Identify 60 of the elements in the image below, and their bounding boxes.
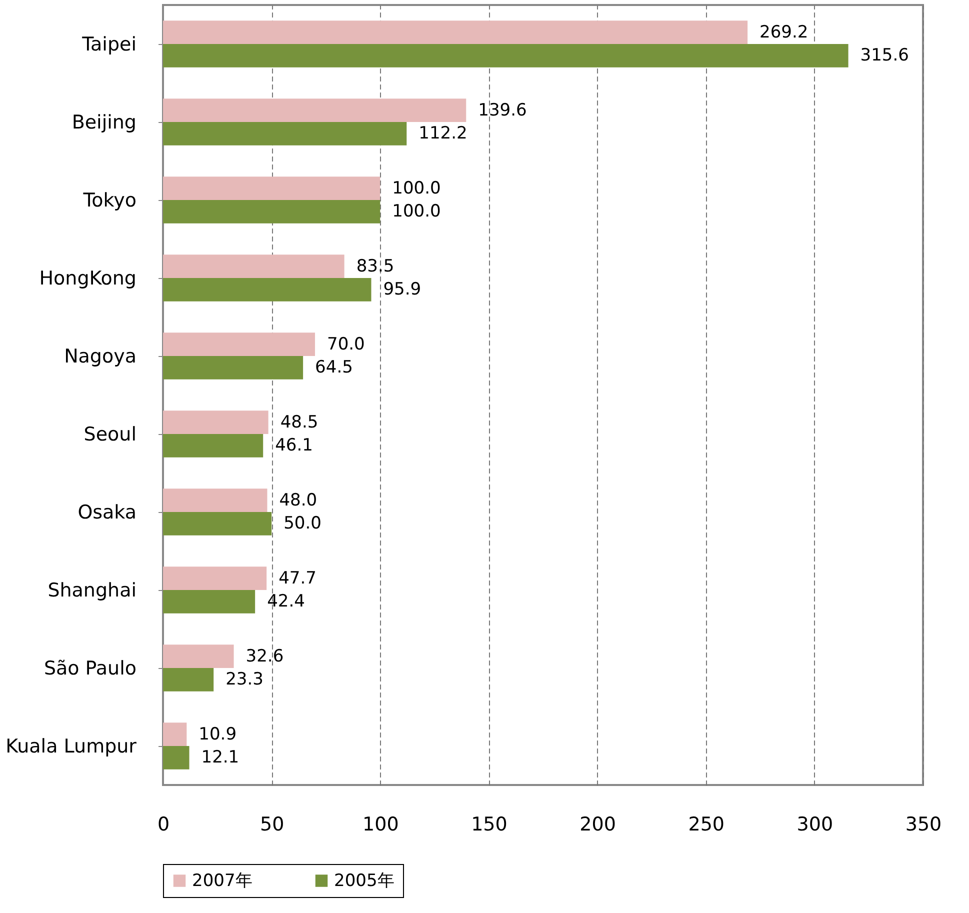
data-label: 100.0 (392, 178, 441, 198)
data-label: 64.5 (315, 358, 353, 378)
bar (163, 278, 372, 302)
bar (163, 566, 267, 590)
bar (163, 254, 344, 278)
data-label: 32.6 (246, 646, 284, 666)
bar (163, 44, 848, 68)
data-label: 48.0 (279, 490, 318, 510)
x-tick-label: 200 (580, 814, 616, 836)
legend-label: 2005年 (334, 870, 394, 891)
bar (163, 668, 214, 692)
data-label: 139.6 (478, 100, 527, 120)
y-tick-label: HongKong (39, 268, 136, 290)
data-label: 100.0 (392, 202, 441, 222)
data-label: 23.3 (226, 670, 264, 690)
y-tick-label: Shanghai (48, 580, 136, 602)
bar (163, 644, 234, 668)
data-label: 112.2 (418, 124, 468, 144)
bar (163, 590, 256, 614)
data-label: 95.9 (383, 280, 422, 300)
data-label: 50.0 (284, 514, 322, 534)
data-label: 269.2 (760, 22, 808, 42)
bar (163, 512, 272, 536)
bar (163, 356, 304, 380)
bar (163, 746, 190, 770)
y-tick-label: Beijing (72, 112, 136, 134)
bar (163, 488, 268, 512)
x-tick-label: 0 (157, 814, 170, 836)
x-tick-label: 250 (688, 814, 724, 836)
x-tick-label: 50 (260, 814, 284, 836)
data-label: 70.0 (327, 334, 365, 354)
bar (163, 200, 380, 224)
x-tick-label: 100 (362, 814, 399, 836)
y-tick-label: São Paulo (44, 658, 136, 680)
data-label: 83.5 (356, 256, 394, 276)
bar (163, 332, 315, 356)
data-label: 315.6 (860, 46, 909, 66)
y-tick-label: Osaka (78, 502, 136, 524)
bar (163, 410, 268, 434)
bar (163, 122, 407, 146)
bar (163, 722, 187, 746)
bar (163, 176, 380, 200)
x-tick-label: 150 (471, 814, 508, 836)
y-tick-label: Taipei (81, 34, 136, 56)
x-tick-label: 300 (796, 814, 834, 836)
data-label: 42.4 (267, 592, 305, 612)
y-tick-label: Kuala Lumpur (6, 736, 137, 758)
data-label: 46.1 (275, 436, 313, 456)
bar (163, 98, 466, 122)
legend-label: 2007年 (192, 870, 252, 891)
data-label: 48.5 (280, 412, 318, 432)
bar (163, 20, 748, 44)
bar (163, 434, 264, 458)
y-tick-label: Nagoya (64, 346, 136, 368)
data-label: 12.1 (201, 748, 240, 768)
data-label: 10.9 (198, 724, 237, 744)
data-label: 47.7 (278, 568, 316, 588)
x-tick-label: 350 (905, 814, 942, 836)
y-tick-label: Tokyo (82, 190, 136, 212)
y-tick-label: Seoul (84, 424, 136, 446)
